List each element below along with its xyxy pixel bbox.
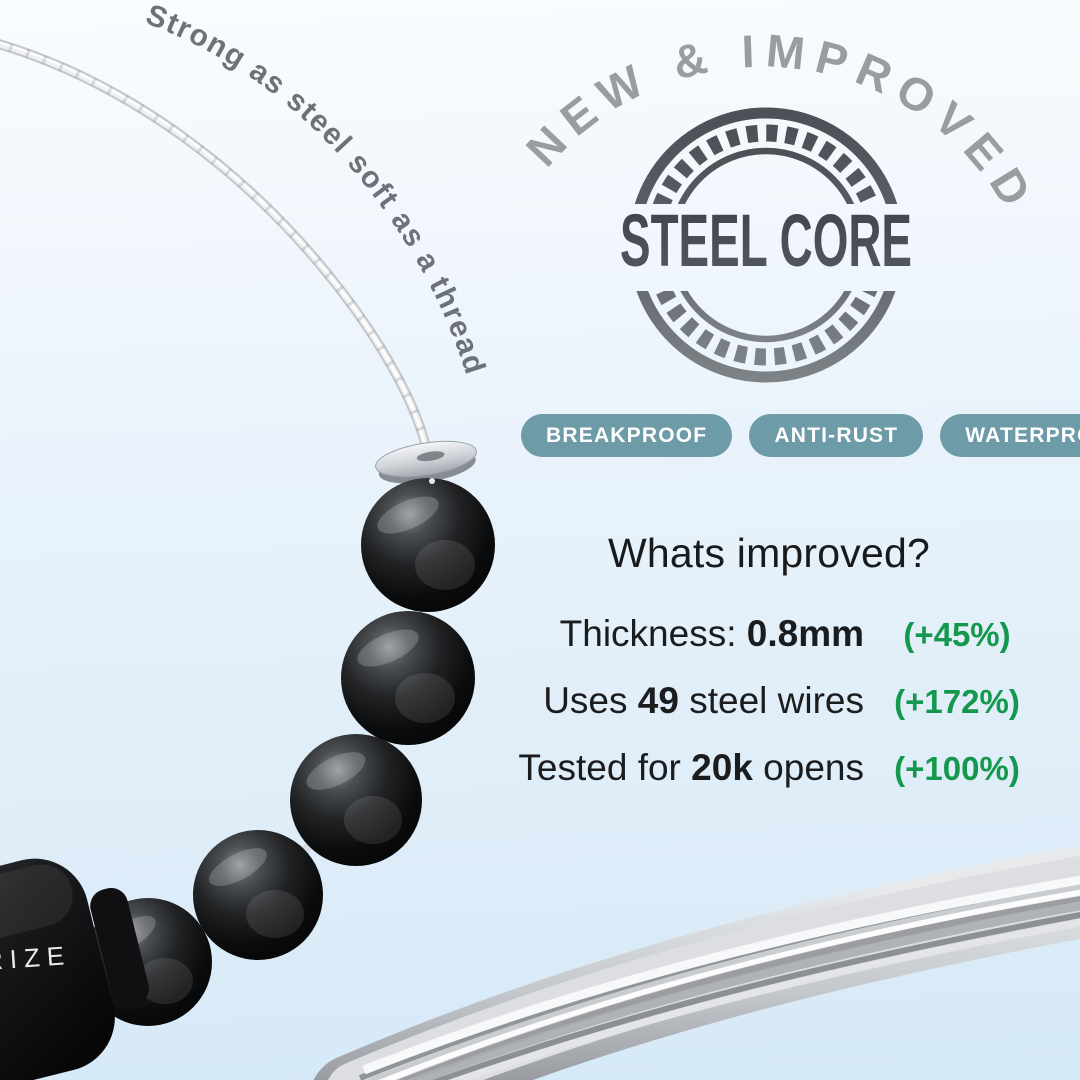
improvements-heading: Whats improved? <box>607 530 930 576</box>
improvement-delta: (+100%) <box>894 750 1020 787</box>
row-prefix: Tested for <box>518 747 692 788</box>
steel-cable <box>313 845 1080 1080</box>
clasp-brand-label: RIZE <box>0 939 73 977</box>
improvements-rows: Thickness: 0.8mm (+45%) Uses 49 steel wi… <box>450 601 1036 802</box>
clasp <box>0 858 149 1080</box>
bead <box>290 734 422 866</box>
improvements-panel: Whats improved? Thickness: 0.8mm (+45%) … <box>450 530 1036 802</box>
row-prefix: Thickness: <box>559 613 747 654</box>
row-value: 0.8mm <box>746 613 864 654</box>
improvement-row-wires: Uses 49 steel wires <box>450 668 864 734</box>
stamp-label: STEEL CORE <box>620 199 912 282</box>
stamp-rings <box>628 107 904 383</box>
improvement-delta: (+45%) <box>903 616 1011 653</box>
steel-disc <box>375 440 477 484</box>
row-value: 49 <box>637 680 679 721</box>
row-value: 20k <box>691 747 753 788</box>
bead <box>341 611 475 745</box>
improvement-row-thickness: Thickness: 0.8mm <box>450 601 864 667</box>
pill-anti-rust: ANTI-RUST <box>749 414 924 457</box>
improvement-delta: (+172%) <box>894 683 1020 720</box>
improvement-row-opens: Tested for 20k opens <box>450 735 864 801</box>
pill-waterproof: WATERPROOF <box>940 414 1080 457</box>
row-suffix: steel wires <box>678 680 864 721</box>
row-suffix: opens <box>752 747 864 788</box>
row-prefix: Uses <box>543 680 638 721</box>
steel-thread <box>0 39 432 454</box>
bead <box>361 478 495 612</box>
arc-headline: NEW & IMPROVED <box>516 24 1047 223</box>
feature-pills: BREAKPROOF ANTI-RUST WATERPROOF <box>521 414 1080 457</box>
bead <box>193 830 323 960</box>
pill-breakproof: BREAKPROOF <box>521 414 733 457</box>
